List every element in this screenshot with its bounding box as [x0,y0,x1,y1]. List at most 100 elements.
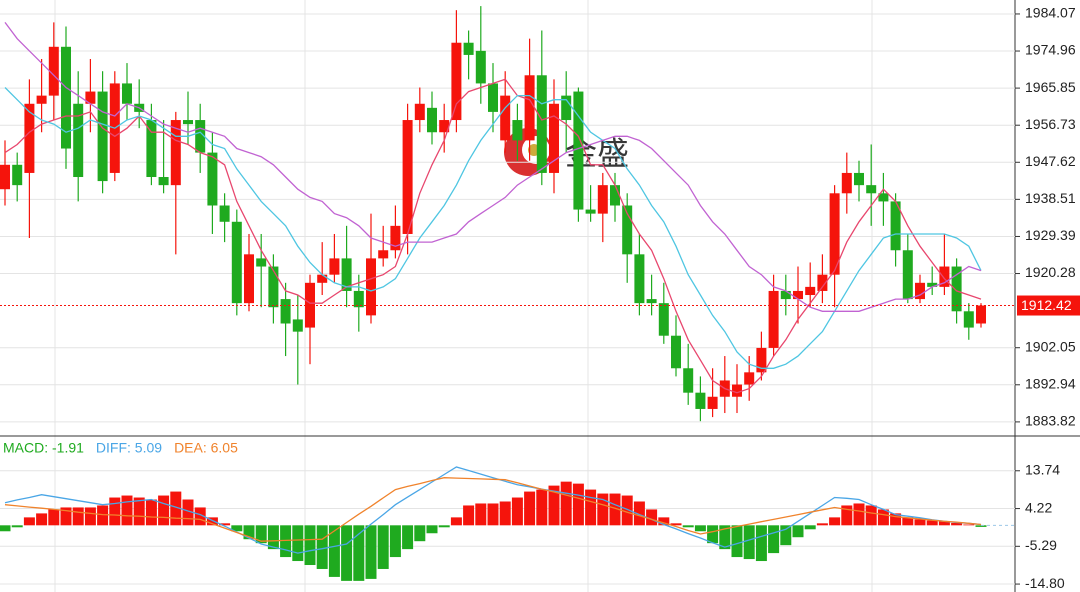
candle-body [414,103,425,121]
macd-bar [499,501,511,526]
macd-bar [84,507,96,526]
candle-body [951,266,962,312]
y-tick-label: 1938.51 [1025,190,1076,206]
candle-body [793,290,803,300]
macd-bar [926,520,938,526]
candle-body [97,91,108,182]
macd-bar [402,525,414,550]
candle-body [610,185,620,206]
legend-label: DEA: 6.05 [174,440,238,456]
candle-body [0,164,10,190]
candle-body [256,258,267,267]
vertical-grid [54,0,873,592]
macd-bar [438,525,450,528]
candle-body [329,258,340,275]
candle-body [378,250,389,259]
candle-body [439,120,450,133]
last-price-label: 1912.42 [1021,297,1072,313]
candle-body [427,107,437,133]
candle-body [634,254,645,304]
macd-bar [292,525,304,562]
candle-body [73,103,84,178]
macd-bar [194,507,206,526]
macd-bar [255,525,267,544]
legend-label: DIFF: 5.09 [96,440,162,456]
moving-average-line [4,22,982,312]
candle-body [292,319,303,332]
macd-line [4,466,982,554]
candle-body [231,221,242,304]
candle-body [146,120,157,178]
macd-bar [743,525,755,560]
y-tick-label: 1974.96 [1025,42,1076,58]
macd-bar [219,523,231,526]
y-tick-label: 1920.28 [1025,264,1076,280]
candle-body [268,266,279,308]
macd-line [4,477,982,542]
macd-bar [633,501,645,526]
macd-bar [548,485,560,526]
y-tick-label: 1929.39 [1025,227,1076,243]
candle-body [585,209,596,214]
candle-body [768,290,779,348]
macd-bar [243,525,255,540]
macd-bar [328,525,340,577]
candle-body [573,91,584,210]
macd-bar [60,507,72,526]
moving-average-line [4,87,982,369]
candle-body [866,185,877,194]
macd-bar [951,522,963,526]
macd-bar [670,523,682,526]
candle-body [61,46,71,149]
candle-body [500,95,511,141]
legend-label: MACD: -1.91 [3,440,84,456]
candle-body [122,83,132,104]
macd-bar [609,493,621,526]
candles [0,6,986,422]
macd-bar [963,524,975,526]
macd-bar [585,489,597,526]
y-tick-label: 1883.82 [1025,413,1076,429]
candle-body [939,266,950,287]
macd-bar [304,525,316,566]
candle-body [976,305,986,324]
macd-bar [414,525,426,542]
candle-body [536,75,547,173]
macd-bar [597,493,609,526]
y-tick-label: 1892.94 [1025,375,1076,391]
macd-bar [121,495,133,526]
macd-bar [426,525,438,534]
candle-body [902,250,913,300]
macd-bar [524,491,536,526]
candle-body [170,120,181,186]
macd-bar [865,505,877,526]
candle-body [488,83,498,112]
candle-body [671,335,681,369]
macd-bar [36,513,48,526]
candle-body [353,290,364,308]
macd-bar [341,525,353,581]
macd-bar [97,505,109,526]
macd-bar [48,509,60,526]
macd-bar [0,525,11,532]
candle-body [366,258,376,316]
macd-bar [682,525,694,528]
candle-body [524,75,535,141]
macd-bar [316,525,328,569]
candle-body [463,42,474,55]
candle-body [683,368,694,393]
candle-body [24,103,35,173]
macd-bar [755,525,767,562]
y-tick-label: 1956.73 [1025,116,1076,132]
y-tick-label: -14.80 [1025,575,1065,591]
macd-bar [731,525,743,558]
macd-bar [719,525,731,550]
candle-body [512,120,523,141]
candle-body [744,372,755,385]
candle-body [732,384,742,397]
candle-body [48,46,59,96]
macd-bar [389,525,401,558]
candle-body [597,185,608,214]
y-tick-label: 13.74 [1025,461,1060,477]
